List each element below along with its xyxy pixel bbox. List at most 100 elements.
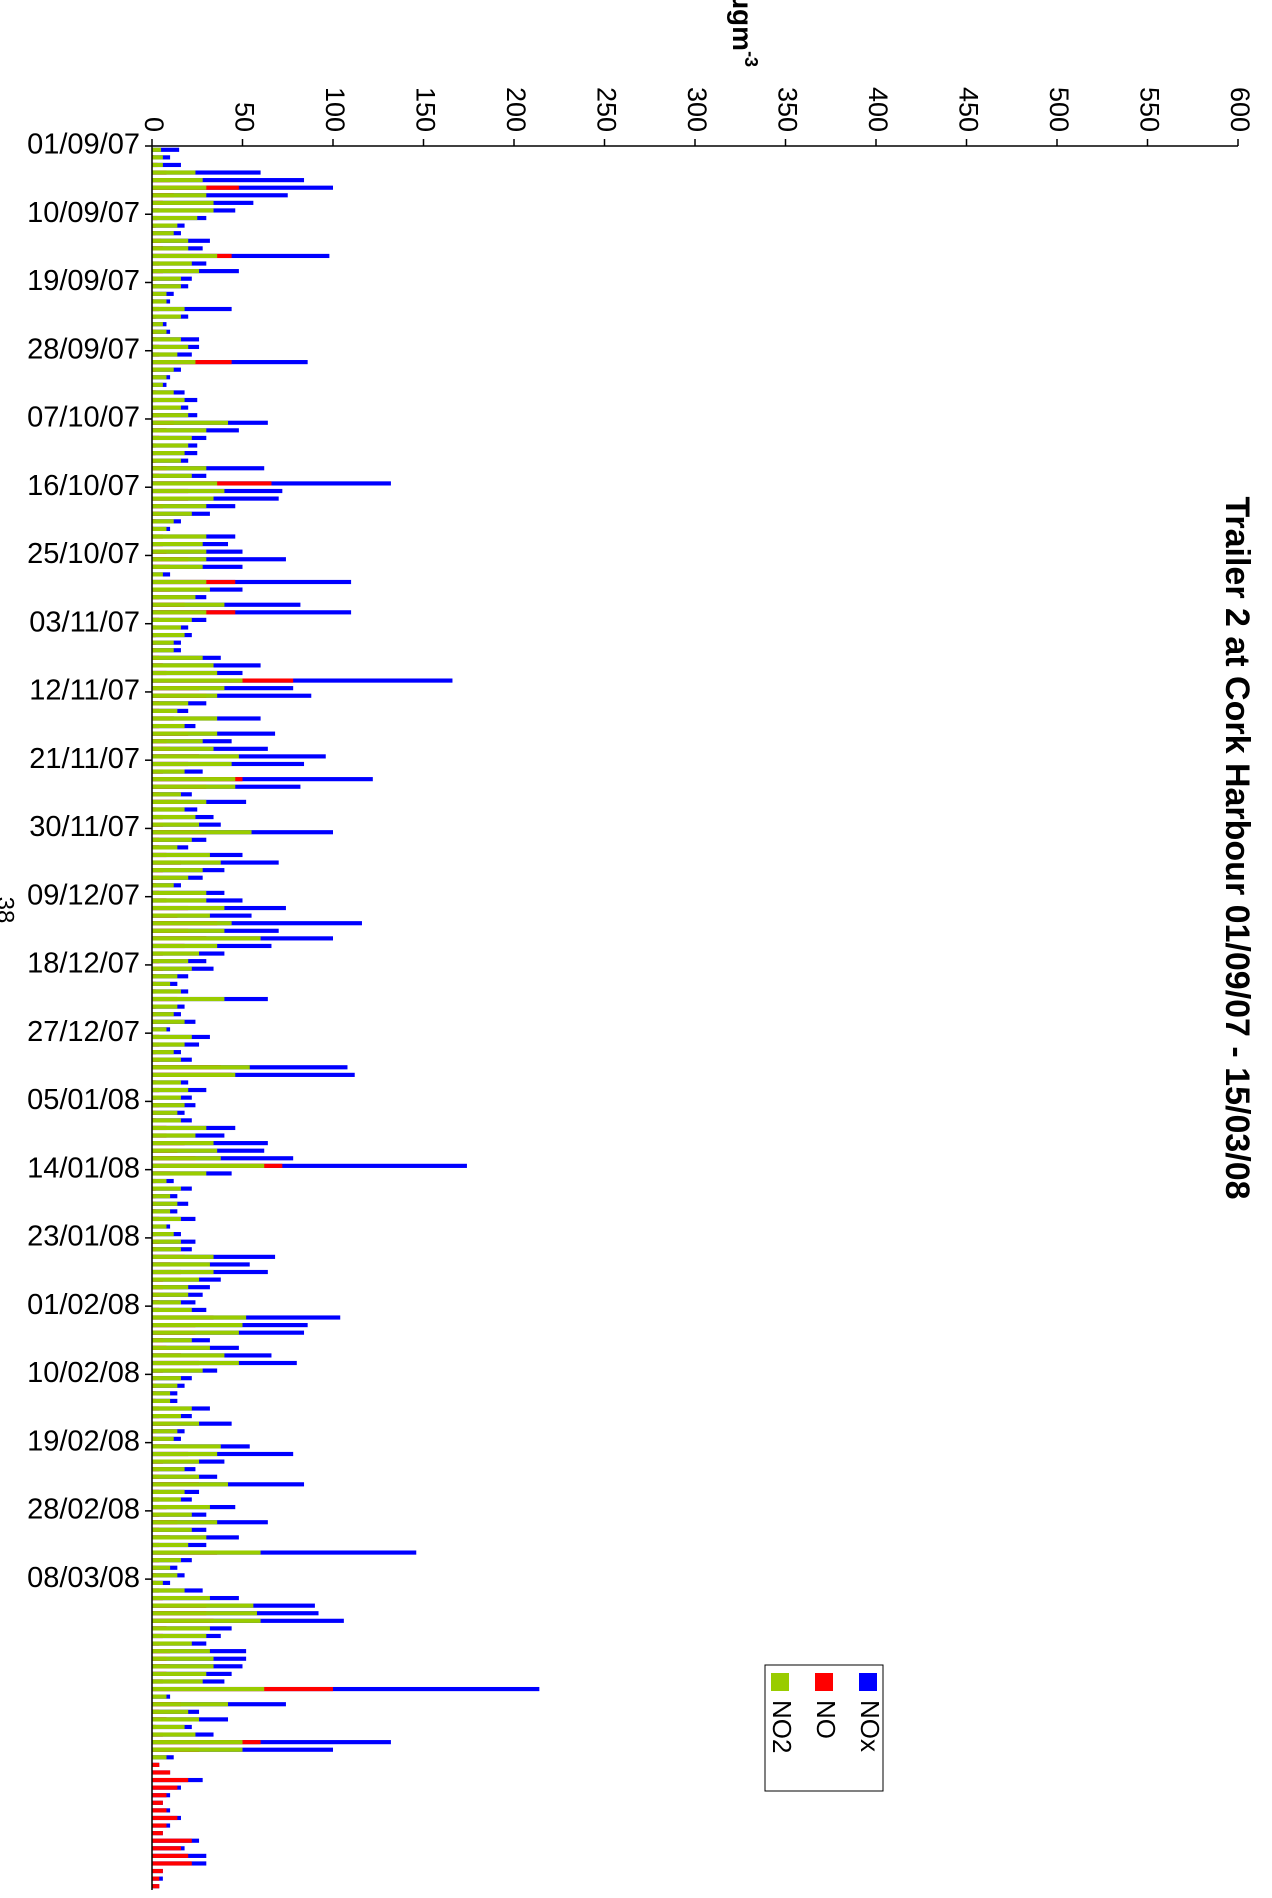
bar-no2 (152, 299, 167, 304)
bar-no2 (152, 1732, 196, 1737)
bar-no2 (152, 329, 167, 334)
bar-no2 (152, 1171, 207, 1176)
bar-no2 (152, 572, 163, 577)
bar-no2 (152, 1027, 167, 1032)
bar-no (152, 1846, 181, 1851)
bar-no2 (152, 382, 163, 387)
bar-no2 (152, 200, 214, 205)
bar-nox (152, 579, 352, 585)
value-tick-label: 500 (1044, 87, 1074, 132)
bar-no2 (152, 1444, 221, 1449)
bar-no2 (152, 716, 218, 721)
bar-nox (152, 1163, 467, 1168)
bar-no2 (152, 155, 163, 160)
bar-no2 (152, 284, 181, 289)
bar-no2 (152, 686, 225, 691)
bar-no (152, 1815, 178, 1821)
bar-no2 (152, 231, 174, 236)
bar-no2 (152, 1254, 214, 1259)
bar-no2 (152, 564, 203, 569)
date-label: 10/02/08 (27, 1357, 140, 1389)
bar-nox (152, 921, 362, 926)
bar-nox (152, 178, 305, 183)
bar-no2 (152, 360, 196, 365)
bar-no2 (152, 1641, 192, 1646)
bar-nox (152, 306, 232, 312)
bar-nox (152, 1686, 540, 1692)
bar-no2 (152, 1550, 261, 1555)
bar-no2 (152, 959, 189, 964)
date-labels: 01/09/07 10/09/07 19/09/07 28/09/07 07/10/07… (27, 129, 152, 1594)
bar-no2 (152, 761, 232, 767)
bar-no2 (152, 1497, 181, 1502)
bar-nox (152, 185, 333, 190)
bar-no2 (152, 481, 218, 486)
bar-no2 (152, 1277, 200, 1282)
bar-no2 (152, 913, 210, 918)
bar-no2 (152, 246, 189, 251)
bar-no2 (152, 837, 192, 842)
bar-no2 (152, 1398, 171, 1404)
bar-no2 (152, 966, 192, 971)
bar-no2 (152, 693, 218, 698)
bar-no2 (152, 1671, 207, 1676)
bar-no2 (152, 1065, 250, 1070)
bar-no2 (152, 1542, 189, 1548)
bar-no2 (152, 1717, 200, 1722)
bar-no2 (152, 1686, 265, 1692)
bar-no2 (152, 1512, 192, 1517)
bar-no2 (152, 1740, 243, 1745)
bar-no2 (152, 1201, 178, 1206)
bar-no2 (152, 1247, 181, 1252)
bar-no2 (152, 936, 261, 941)
bar-no2 (152, 678, 243, 683)
chart-title: Trailer 2 at Cork Harbour 01/09/07 - 15/… (1218, 496, 1256, 1199)
bar-no2 (152, 1573, 178, 1578)
bar-nox (152, 678, 453, 683)
bar-no (152, 1868, 163, 1874)
bar-no2 (152, 928, 225, 933)
bar-no2 (152, 253, 218, 259)
bar-nox (152, 1740, 391, 1745)
date-label: 10/09/07 (27, 197, 140, 229)
bar-nox (152, 162, 181, 168)
date-label: 23/01/08 (27, 1221, 140, 1253)
bar-nox (152, 777, 373, 782)
date-label: 18/12/07 (27, 948, 140, 980)
bar-no2 (152, 1285, 189, 1290)
bar-no (152, 1793, 167, 1798)
bar-no2 (152, 579, 207, 585)
bar-nox (152, 1550, 417, 1555)
bar-no2 (152, 807, 185, 812)
bar-no2 (152, 1467, 185, 1472)
bar-no2 (152, 1391, 171, 1396)
bar-no2 (152, 557, 207, 562)
bar-no (152, 1831, 163, 1836)
bar-no (152, 1785, 178, 1790)
bar-nox (152, 1156, 294, 1161)
date-label: 21/11/07 (29, 743, 140, 775)
bar-no2 (152, 1338, 192, 1343)
bar-no2 (152, 534, 207, 539)
bar-no2 (152, 1679, 203, 1684)
bar-no2 (152, 1376, 181, 1381)
bar-no2 (152, 375, 167, 380)
bar-no2 (152, 1012, 174, 1017)
bar-no2 (152, 595, 196, 600)
bar-no2 (152, 1595, 210, 1601)
bar-no2 (152, 367, 174, 372)
bar-no2 (152, 1474, 200, 1479)
bar-no2 (152, 1520, 218, 1525)
bar-no2 (152, 238, 189, 243)
bar-no2 (152, 799, 207, 804)
bar-no2 (152, 1360, 239, 1366)
date-label: 07/10/07 (27, 402, 140, 434)
value-tick-label: 350 (772, 87, 802, 132)
bar-no2 (152, 519, 174, 524)
bar-no2 (152, 435, 192, 441)
bar-no2 (152, 1527, 192, 1532)
bar-no2 (152, 162, 163, 168)
bar-no2 (152, 1034, 192, 1040)
bar-nox (152, 496, 279, 501)
